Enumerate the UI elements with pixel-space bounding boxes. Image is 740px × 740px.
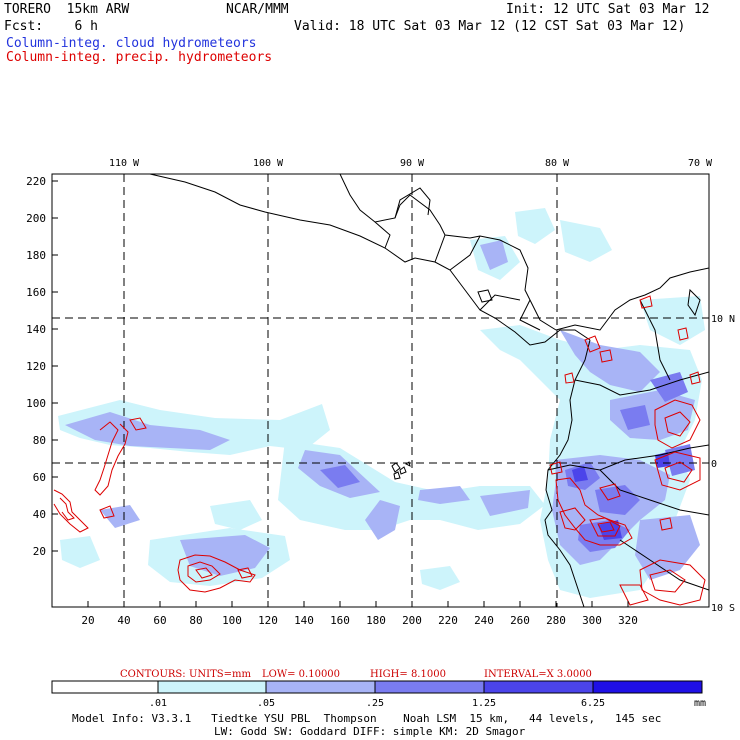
x-tick-label: 300	[582, 614, 602, 627]
lon-label-100w: 100 W	[253, 158, 284, 169]
org-label: NCAR/MMM	[226, 2, 289, 17]
axis-ticks	[52, 180, 629, 607]
x-tick-label: 40	[117, 614, 130, 627]
x-tick-label: 320	[618, 614, 638, 627]
lon-label-70w: 70 W	[688, 158, 713, 169]
contours-units: UNITS=mm	[189, 669, 252, 680]
x-tick-label: 180	[366, 614, 386, 627]
x-tick-label: 20	[81, 614, 94, 627]
precip-contours	[53, 295, 706, 606]
colorbar-tick: 1.25	[472, 698, 496, 709]
y-tick-label: 160	[26, 286, 46, 299]
lon-label-90w: 90 W	[400, 158, 425, 169]
y-tick-label: 220	[26, 175, 46, 188]
y-tick-label: 60	[33, 471, 46, 484]
lat-lon-grid	[52, 174, 709, 607]
forecast-hour: Fcst: 6 h	[4, 19, 98, 34]
y-tick-label: 40	[33, 508, 46, 521]
lon-label-80w: 80 W	[545, 158, 570, 169]
y-tick-label: 120	[26, 360, 46, 373]
x-tick-label: 200	[402, 614, 422, 627]
lat-label-10s: 10 S	[711, 603, 735, 614]
init-time: Init: 12 UTC Sat 03 Mar 12	[506, 2, 710, 17]
y-tick-label: 180	[26, 249, 46, 262]
valid-time: Valid: 18 UTC Sat 03 Mar 12 (12 CST Sat …	[294, 19, 686, 34]
contours-high: HIGH= 8.1000	[370, 669, 446, 680]
x-tick-label: 260	[510, 614, 530, 627]
colorbar-tick: 6.25	[581, 698, 605, 709]
colorbar-unit: mm	[694, 698, 706, 709]
field-cloud-label: Column-integ. cloud hydrometeors	[6, 36, 257, 51]
x-tick-label: 100	[222, 614, 242, 627]
model-physics: LW: Godd SW: Goddard DIFF: simple KM: 2D…	[214, 725, 526, 738]
colorbar-tick: .01	[149, 698, 167, 709]
x-tick-label: 280	[546, 614, 566, 627]
lat-label-10n: 10 N	[711, 314, 735, 325]
model-title: TORERO 15km ARW	[4, 2, 130, 17]
x-tick-label: 220	[438, 614, 458, 627]
y-tick-label: 140	[26, 323, 46, 336]
x-tick-label: 240	[474, 614, 494, 627]
lat-label-0: 0	[711, 459, 717, 470]
contours-low: LOW= 0.10000	[262, 669, 340, 680]
x-tick-label: 120	[258, 614, 278, 627]
field-precip-label: Column-integ. precip. hydrometeors	[6, 50, 273, 65]
model-info: Model Info: V3.3.1 Tiedtke YSU PBL Thomp…	[72, 712, 662, 725]
colorbar-tick: .05	[257, 698, 275, 709]
lon-label-110w: 110 W	[109, 158, 140, 169]
colorbar	[51, 680, 703, 694]
contours-label: CONTOURS:	[120, 669, 186, 680]
y-tick-label: 80	[33, 434, 46, 447]
y-tick-label: 20	[33, 545, 46, 558]
x-tick-label: 80	[189, 614, 202, 627]
colorbar-tick: .25	[366, 698, 384, 709]
y-tick-label: 100	[26, 397, 46, 410]
x-tick-label: 140	[294, 614, 314, 627]
x-tick-label: 60	[153, 614, 166, 627]
contours-interval: INTERVAL=X 3.0000	[484, 669, 592, 680]
x-tick-label: 160	[330, 614, 350, 627]
y-tick-label: 200	[26, 212, 46, 225]
map-frame	[51, 173, 710, 608]
coastlines	[149, 174, 709, 607]
